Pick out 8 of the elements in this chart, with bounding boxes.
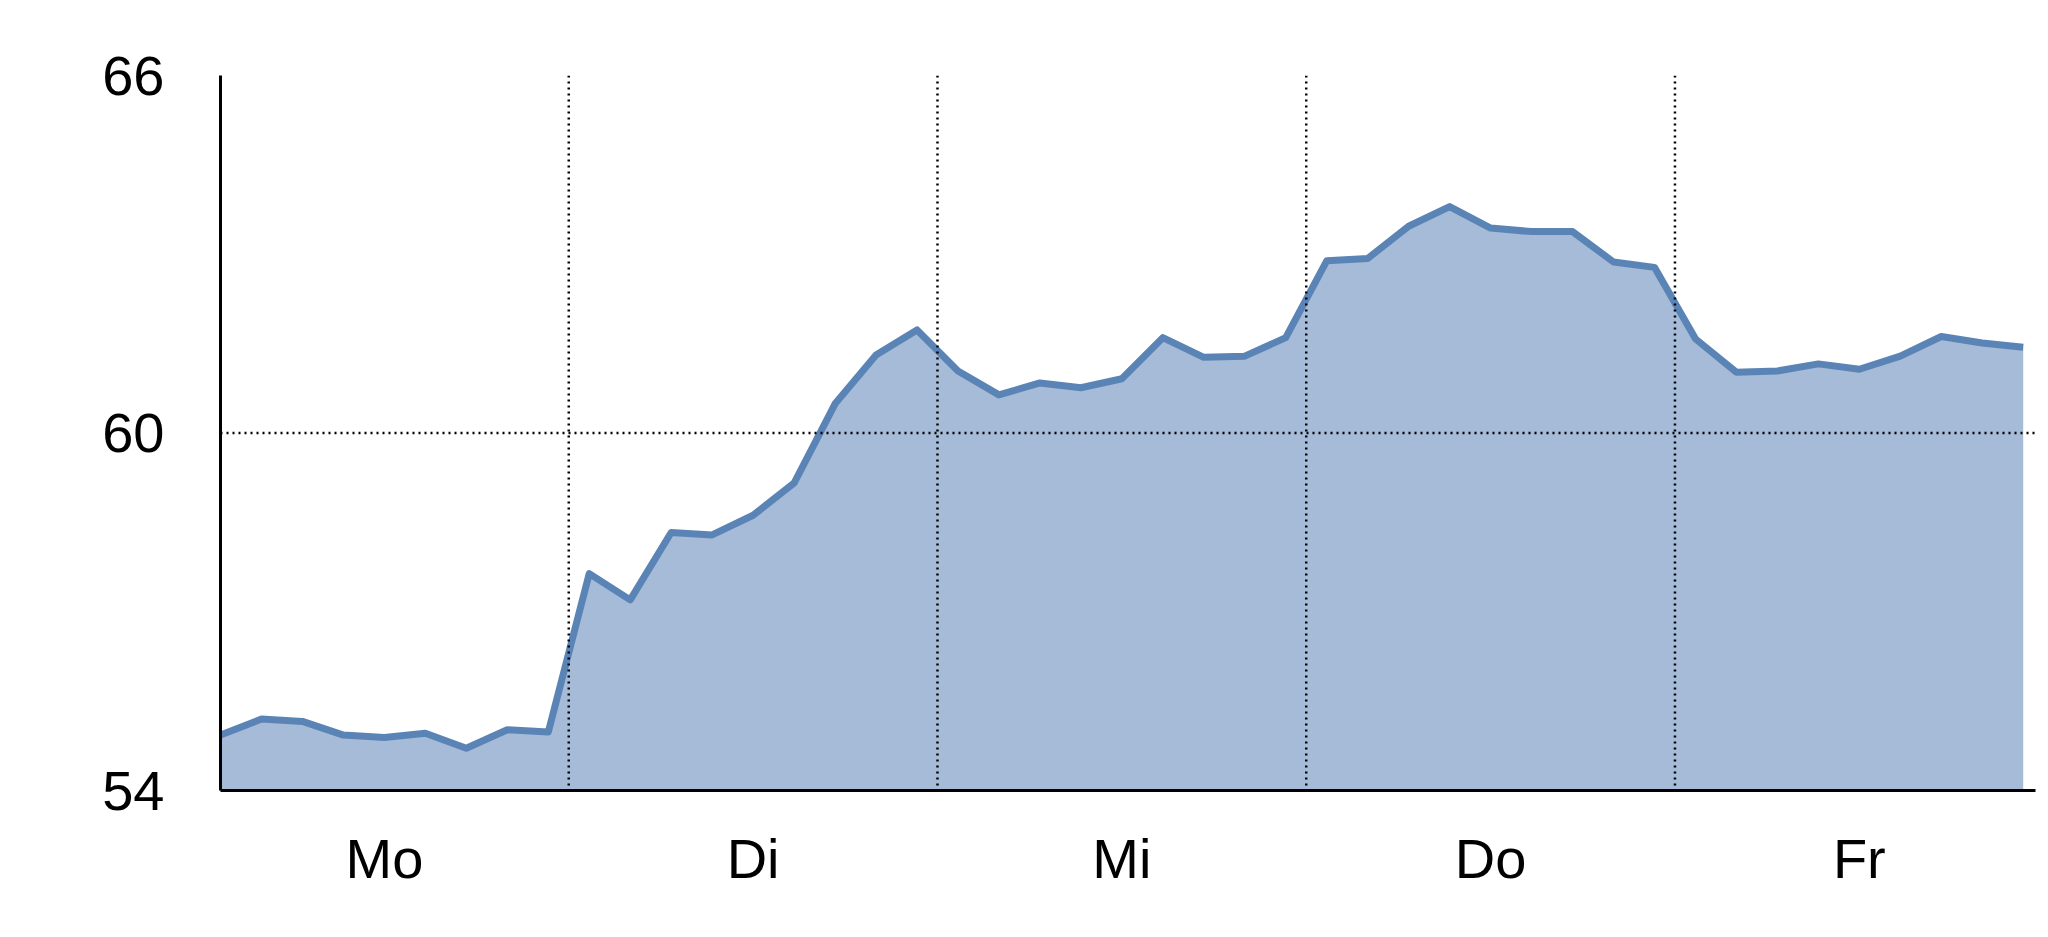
y-tick-label: 60 xyxy=(102,401,165,464)
x-tick-label: Mo xyxy=(345,826,424,890)
x-tick-label: Mi xyxy=(1092,826,1152,890)
y-tick-label: 66 xyxy=(102,43,165,107)
x-tick-label: Di xyxy=(726,826,780,890)
x-tick-label: Fr xyxy=(1832,826,1886,890)
x-tick-label: Do xyxy=(1454,826,1527,890)
y-tick-label: 54 xyxy=(102,758,165,822)
